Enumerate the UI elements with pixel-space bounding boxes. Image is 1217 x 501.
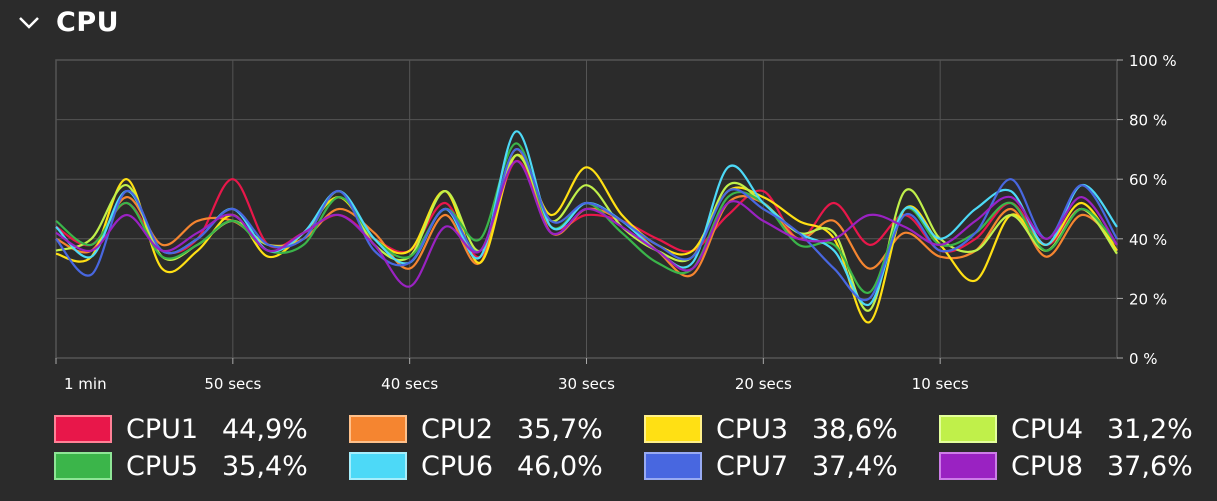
chevron-down-icon[interactable] [16, 9, 42, 35]
legend-item-cpu7[interactable]: CPU7 37,4% [644, 449, 898, 483]
y-tick-label: 40 % [1129, 231, 1167, 249]
legend-item-cpu3[interactable]: CPU3 38,6% [644, 412, 898, 446]
legend-value: 31,2% [1107, 413, 1193, 445]
x-tick-label: 50 secs [204, 375, 261, 393]
legend-label: CPU2 [421, 413, 494, 445]
y-tick-label: 60 % [1129, 171, 1167, 189]
legend-value: 46,0% [517, 450, 603, 482]
legend-label: CPU4 [1011, 413, 1084, 445]
legend-value: 37,6% [1107, 450, 1193, 482]
section-title: CPU [56, 6, 120, 38]
legend-label: CPU5 [126, 450, 199, 482]
cpu-section-header[interactable]: CPU [16, 3, 119, 41]
y-tick-label: 20 % [1129, 290, 1167, 308]
x-tick-label: 1 min [64, 375, 107, 393]
color-swatch[interactable] [939, 452, 997, 480]
legend-value: 44,9% [222, 413, 308, 445]
legend-label: CPU8 [1011, 450, 1084, 482]
cpu-usage-graph: 100 % 80 % 60 % 40 % 20 % 0 % 1 min 50 secs 40 s… [55, 52, 1177, 393]
legend-label: CPU6 [421, 450, 494, 482]
color-swatch[interactable] [349, 415, 407, 443]
x-tick-label: 20 secs [735, 375, 792, 393]
x-tick-label: 40 secs [381, 375, 438, 393]
legend-item-cpu8[interactable]: CPU8 37,6% [939, 449, 1193, 483]
color-swatch[interactable] [644, 452, 702, 480]
x-tick-label: 30 secs [558, 375, 615, 393]
series-line-cpu8 [55, 160, 1118, 288]
legend-item-cpu2[interactable]: CPU2 35,7% [349, 412, 603, 446]
legend-value: 35,7% [517, 413, 603, 445]
series-line-cpu7 [55, 148, 1118, 302]
y-tick-label: 80 % [1129, 112, 1167, 130]
legend-label: CPU3 [716, 413, 789, 445]
legend-label: CPU7 [716, 450, 789, 482]
legend-value: 38,6% [812, 413, 898, 445]
legend-item-cpu1[interactable]: CPU1 44,9% [54, 412, 308, 446]
legend-value: 35,4% [222, 450, 308, 482]
color-swatch[interactable] [939, 415, 997, 443]
color-swatch[interactable] [349, 452, 407, 480]
y-tick-label: 100 % [1129, 52, 1177, 70]
legend-item-cpu6[interactable]: CPU6 46,0% [349, 449, 603, 483]
x-tick-label: 10 secs [912, 375, 969, 393]
legend-value: 37,4% [812, 450, 898, 482]
legend-label: CPU1 [126, 413, 199, 445]
legend-item-cpu4[interactable]: CPU4 31,2% [939, 412, 1193, 446]
y-tick-label: 0 % [1129, 350, 1158, 368]
color-swatch[interactable] [54, 452, 112, 480]
legend-item-cpu5[interactable]: CPU5 35,4% [54, 449, 308, 483]
color-swatch[interactable] [54, 415, 112, 443]
color-swatch[interactable] [644, 415, 702, 443]
